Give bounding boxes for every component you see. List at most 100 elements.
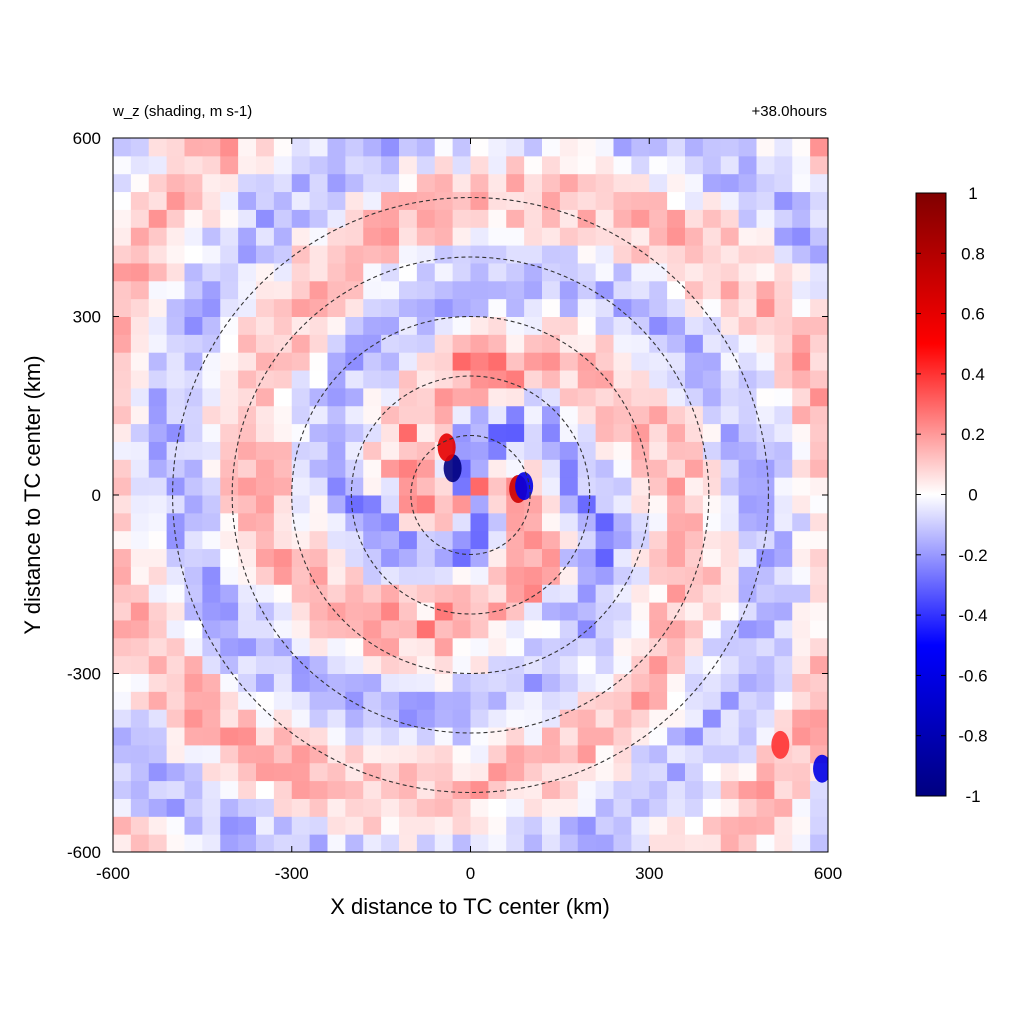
heatmap-cell bbox=[595, 387, 614, 407]
heatmap-cell bbox=[202, 566, 221, 585]
heatmap-cell bbox=[363, 780, 382, 799]
heatmap-cell bbox=[756, 512, 775, 532]
heatmap-cell bbox=[345, 637, 364, 657]
heatmap-cell bbox=[720, 816, 740, 835]
heatmap-cell bbox=[291, 227, 311, 246]
heatmap-cell bbox=[738, 209, 757, 228]
heatmap-cell bbox=[702, 280, 722, 300]
heatmap-cell bbox=[685, 762, 704, 782]
heatmap-cell bbox=[702, 584, 722, 603]
heatmap-cell bbox=[595, 780, 614, 799]
heatmap-cell bbox=[363, 262, 382, 282]
heatmap-cell bbox=[291, 512, 311, 532]
heatmap-cell bbox=[309, 834, 328, 852]
heatmap-cell bbox=[577, 298, 597, 317]
heatmap-cell bbox=[506, 602, 525, 621]
heatmap-cell bbox=[434, 334, 454, 353]
heatmap-cell bbox=[291, 280, 311, 300]
heatmap-cell bbox=[291, 298, 311, 317]
heatmap-cell bbox=[488, 387, 507, 407]
heatmap-cell bbox=[559, 155, 579, 175]
heatmap-cell bbox=[238, 227, 257, 246]
heatmap-cell bbox=[613, 477, 632, 496]
heatmap-cell bbox=[792, 762, 811, 782]
heatmap-cell bbox=[685, 477, 704, 496]
heatmap-cell bbox=[273, 387, 293, 407]
heatmap-cell bbox=[559, 405, 579, 425]
heatmap-cell bbox=[702, 334, 722, 353]
heatmap-cell bbox=[363, 370, 382, 389]
heatmap-cell bbox=[702, 245, 722, 264]
heatmap-cell bbox=[184, 387, 203, 407]
heatmap-features bbox=[437, 433, 828, 783]
heatmap-cell bbox=[810, 334, 828, 353]
colorbar-tick-label: -0.4 bbox=[958, 606, 987, 625]
heatmap-cell bbox=[524, 709, 543, 728]
heatmap-cell bbox=[667, 530, 686, 550]
heatmap-cell bbox=[148, 566, 168, 585]
heatmap-cell bbox=[381, 798, 400, 817]
heatmap-cell bbox=[595, 548, 614, 567]
heatmap-cell bbox=[542, 602, 561, 621]
heatmap-cell bbox=[220, 459, 239, 478]
heatmap-cell bbox=[345, 352, 364, 371]
heatmap-cell bbox=[130, 477, 150, 496]
heatmap-cell bbox=[416, 173, 436, 193]
heatmap-cell bbox=[327, 584, 346, 603]
heatmap-cell bbox=[685, 512, 704, 532]
heatmap-cell bbox=[542, 138, 561, 157]
heatmap-cell bbox=[345, 370, 364, 389]
heatmap-cell bbox=[273, 477, 293, 496]
heatmap-cell bbox=[649, 602, 668, 621]
heatmap-cell bbox=[595, 298, 614, 317]
heatmap-cell bbox=[434, 780, 454, 799]
heatmap-cell bbox=[220, 762, 239, 782]
heatmap-cell bbox=[327, 387, 346, 407]
heatmap-cell bbox=[810, 352, 828, 371]
heatmap-cell bbox=[559, 584, 579, 603]
heatmap-cell bbox=[649, 316, 668, 335]
heatmap-cell bbox=[399, 459, 418, 478]
heatmap-cell bbox=[238, 316, 257, 335]
heatmap-cell bbox=[273, 727, 293, 746]
heatmap-cell bbox=[363, 280, 382, 300]
heatmap-cell bbox=[613, 834, 632, 852]
heatmap-cell bbox=[273, 280, 293, 300]
heatmap-cell bbox=[488, 459, 507, 478]
heatmap-cell bbox=[202, 298, 221, 317]
heatmap-cell bbox=[667, 298, 686, 317]
heatmap-cell bbox=[738, 548, 757, 567]
heatmap-cell bbox=[595, 370, 614, 389]
heatmap-cell bbox=[774, 780, 793, 799]
range-ring bbox=[172, 196, 769, 794]
heatmap-cell bbox=[756, 619, 775, 639]
heatmap-cell bbox=[542, 619, 561, 639]
heatmap-cell bbox=[327, 227, 346, 246]
heatmap-cell bbox=[506, 423, 525, 442]
heatmap-cell bbox=[345, 191, 364, 210]
heatmap-cell bbox=[345, 691, 364, 710]
heatmap-cell bbox=[291, 727, 311, 746]
heatmap-cell bbox=[774, 370, 793, 389]
heatmap-cell bbox=[202, 780, 221, 799]
heatmap-cell bbox=[810, 512, 828, 532]
x-tick-label: -300 bbox=[275, 864, 309, 883]
heatmap-cell bbox=[184, 673, 203, 692]
heatmap-cell bbox=[559, 530, 579, 550]
heatmap-cell bbox=[488, 191, 507, 210]
heatmap-cell bbox=[113, 495, 132, 514]
heatmap-cell bbox=[577, 280, 597, 300]
heatmap-cell bbox=[273, 780, 293, 799]
heatmap-cell bbox=[202, 245, 221, 264]
heatmap-cell bbox=[434, 298, 454, 317]
heatmap-cell bbox=[291, 405, 311, 425]
heatmap-cell bbox=[756, 834, 775, 852]
heatmap-cell bbox=[148, 227, 168, 246]
heatmap-cell bbox=[291, 441, 311, 460]
heatmap-cell bbox=[470, 334, 489, 353]
heatmap-cell bbox=[631, 209, 650, 228]
heatmap-cell bbox=[738, 798, 757, 817]
heatmap-cell bbox=[363, 727, 382, 746]
heatmap-cell bbox=[667, 441, 686, 460]
heatmap-cell bbox=[238, 298, 257, 317]
